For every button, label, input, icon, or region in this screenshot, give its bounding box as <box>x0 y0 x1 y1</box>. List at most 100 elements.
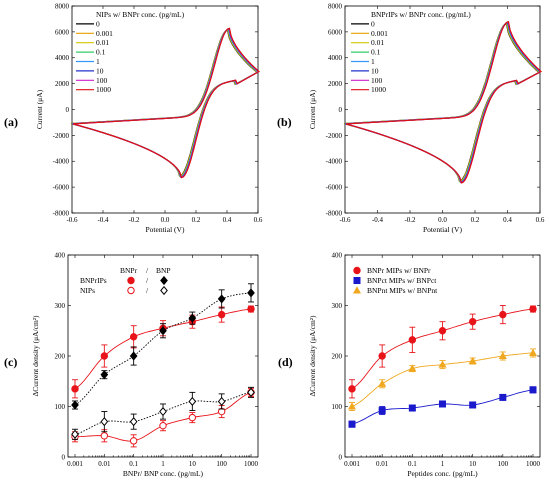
legend-marker <box>353 266 361 275</box>
panel-b: -0.6 -0.4 -0.2 0.0 0.2 0.4 0.6 -8000 -6000 -4000 -… <box>277 2 545 234</box>
x-tick-label: 100 <box>216 460 227 468</box>
legend-title: BNPrIPs w/ BNPr conc. (pg/mL) <box>371 10 471 19</box>
x-tick-label: 0.2 <box>471 216 480 224</box>
x-tick-label: 0.0 <box>161 216 170 224</box>
legend-entry: 1000 <box>96 85 111 94</box>
cv-curve-1000 <box>72 27 261 179</box>
legend-marker <box>160 275 168 286</box>
data-point <box>100 370 109 380</box>
legend-entry: 0 <box>371 19 375 28</box>
data-point <box>439 400 446 408</box>
y-axis-label: ΔCurrent density (μA/cm²) <box>31 315 40 397</box>
y-tick-label: 100 <box>332 403 343 411</box>
x-axis-label: Peptides conc. (pg/mL) <box>407 469 478 478</box>
data-point <box>159 421 167 430</box>
legend-entry: 0.001 <box>96 29 113 38</box>
x-tick-label: -0.6 <box>66 216 78 224</box>
legend-entry: 1 <box>371 57 375 66</box>
data-point <box>217 396 226 407</box>
legend-entry: BNPnt MIPs w/ BNPnt <box>367 286 438 295</box>
y-tick-label: 400 <box>332 251 343 259</box>
panel-d: 0.001 0.01 0.1 1 10 100 1000 0 100 200 300 400 Pepti… <box>278 251 541 478</box>
y-tick-label: 2000 <box>55 80 70 88</box>
x-tick-label: 0.6 <box>536 216 545 224</box>
y-tick-label: 0 <box>66 106 70 114</box>
y-tick-label: -8000 <box>326 209 343 217</box>
data-point <box>129 333 138 341</box>
panel-label: (d) <box>278 355 293 369</box>
data-point <box>100 352 109 360</box>
legend-header-sep: / <box>146 266 149 275</box>
x-tick-label: 0.6 <box>254 216 263 224</box>
data-point <box>188 396 197 407</box>
y-axis-label: ΔCurrent density (μA/cm²) <box>308 315 317 397</box>
data-point <box>528 348 538 357</box>
legend-entry: 0.001 <box>371 29 388 38</box>
panel-a: -0.6 -0.4 -0.2 0.0 0.2 0.4 0.6 -8000 -6000 -4000 -… <box>4 2 263 234</box>
data-point <box>469 401 477 409</box>
x-axis-label: Potential (V) <box>423 225 462 234</box>
panel-label: (a) <box>4 115 18 129</box>
legend-entry: 1000 <box>371 85 386 94</box>
legend-row-sep: / <box>146 276 149 285</box>
y-tick-label: -6000 <box>326 184 343 192</box>
x-tick-label: 0.001 <box>67 460 83 468</box>
cv-curve-1000 <box>345 20 543 184</box>
data-point <box>378 407 386 415</box>
x-tick-label: 0.0 <box>438 216 447 224</box>
data-point <box>188 313 197 323</box>
x-tick-label: -0.4 <box>372 216 384 224</box>
y-tick-label: -2000 <box>53 132 70 140</box>
data-point <box>71 385 79 393</box>
legend-row-label: NIPs <box>80 286 95 295</box>
data-point <box>529 386 537 394</box>
y-tick-label: 8000 <box>328 2 343 10</box>
y-tick-label: 6000 <box>328 28 343 36</box>
data-point <box>159 326 167 336</box>
x-tick-label: 1 <box>441 460 445 468</box>
y-tick-label: 200 <box>55 352 66 360</box>
data-point <box>347 402 357 410</box>
y-axis-label: Current (μA) <box>308 89 317 129</box>
x-tick-label: 10 <box>189 460 197 468</box>
legend-entry: 0.1 <box>96 48 106 57</box>
data-point <box>499 393 507 401</box>
legend-marker <box>160 285 168 296</box>
legend-marker <box>127 276 135 285</box>
data-point <box>378 379 387 387</box>
x-tick-label: -0.6 <box>339 216 351 224</box>
data-point <box>408 404 416 412</box>
x-tick-label: 0.01 <box>376 460 389 468</box>
y-tick-label: 400 <box>55 251 66 259</box>
x-tick-label: 0.4 <box>223 216 232 224</box>
legend-entry: 10 <box>371 66 379 75</box>
panel-label: (c) <box>4 355 17 369</box>
legend-marker <box>352 286 362 294</box>
x-tick-label: 0.01 <box>98 460 111 468</box>
y-tick-label: -6000 <box>53 184 70 192</box>
data-point <box>100 432 109 440</box>
y-tick-label: -4000 <box>53 158 70 166</box>
data-point <box>217 310 226 319</box>
y-tick-label: -2000 <box>326 132 343 140</box>
legend-entry: 0.01 <box>96 38 109 47</box>
data-point <box>188 413 197 422</box>
data-point <box>378 352 386 360</box>
legend-entry: 100 <box>96 76 108 85</box>
data-point <box>129 417 138 427</box>
y-tick-label: 2000 <box>328 80 343 88</box>
x-tick-label: -0.2 <box>404 216 416 224</box>
x-tick-label: 1000 <box>244 460 259 468</box>
y-tick-label: 300 <box>332 302 343 310</box>
legend-entry: 1 <box>96 57 100 66</box>
legend-marker <box>353 277 361 284</box>
data-point <box>348 420 356 428</box>
fit-curve <box>74 292 252 406</box>
y-tick-label: 0 <box>339 453 343 461</box>
data-point <box>217 294 226 304</box>
y-tick-label: 0 <box>62 453 66 461</box>
data-point <box>438 360 447 368</box>
y-tick-label: 4000 <box>55 54 70 62</box>
data-point <box>71 429 79 439</box>
data-point <box>129 437 138 445</box>
